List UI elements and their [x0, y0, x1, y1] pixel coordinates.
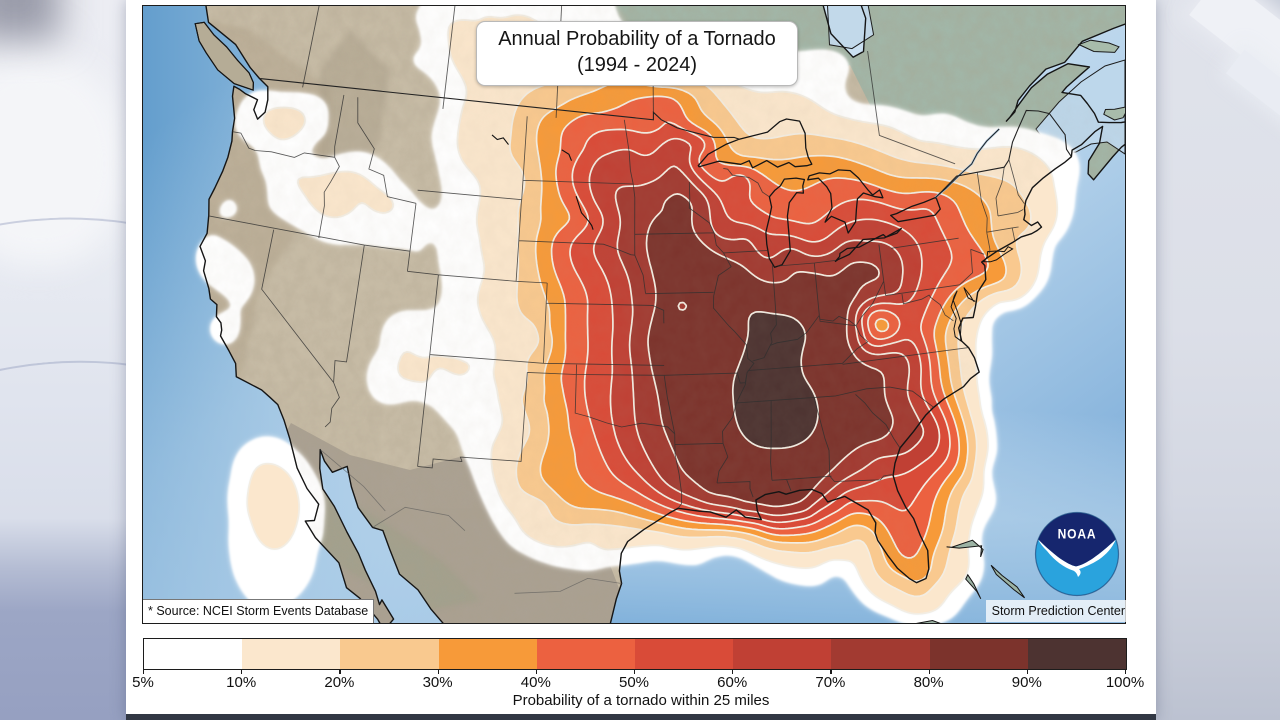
- svg-text:NOAA: NOAA: [1058, 526, 1097, 542]
